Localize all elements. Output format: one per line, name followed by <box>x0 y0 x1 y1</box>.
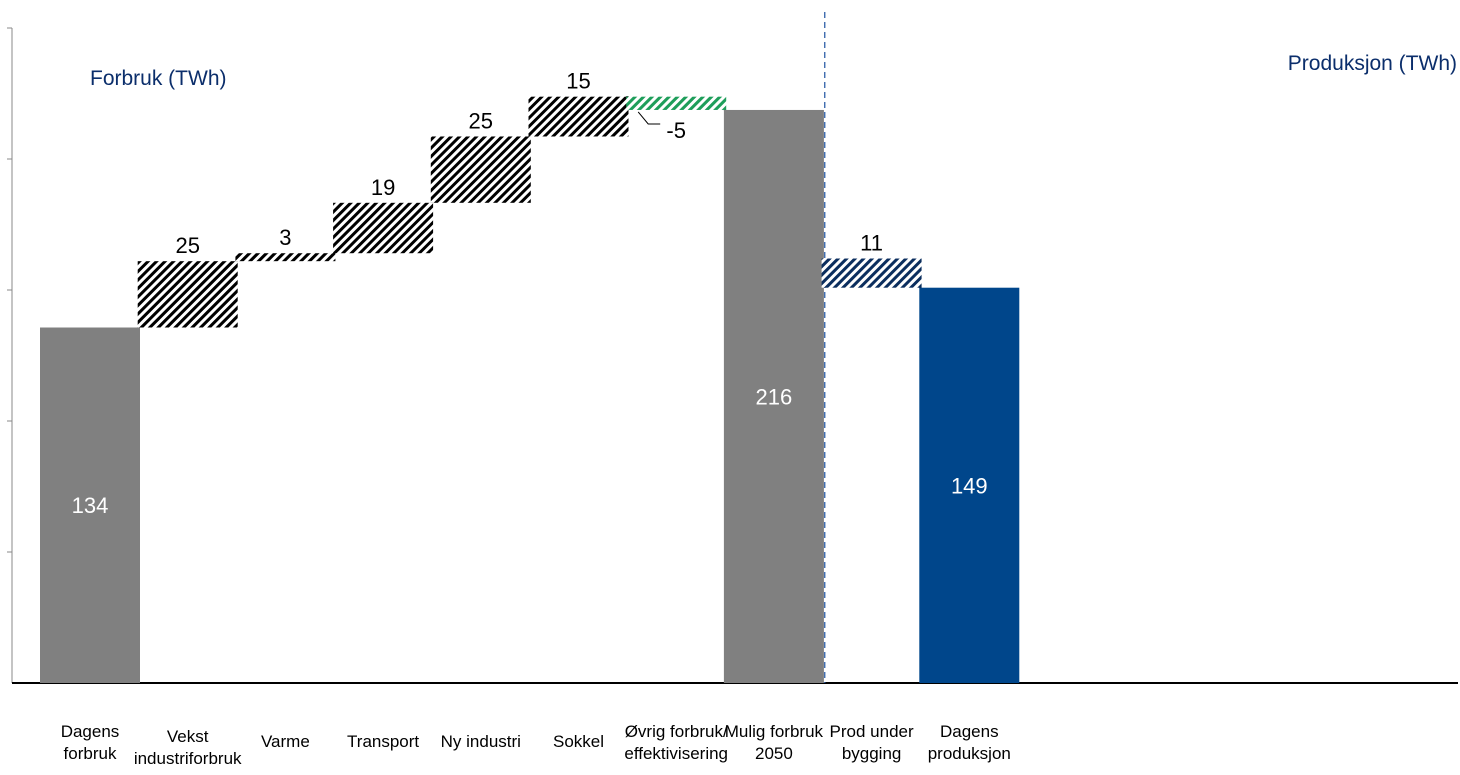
data-label: 149 <box>951 473 988 498</box>
data-label: 15 <box>566 69 590 94</box>
category-label: forbruk <box>64 744 117 763</box>
increase-bar <box>137 261 238 328</box>
category-label: bygging <box>842 744 902 763</box>
data-label: 3 <box>279 225 291 250</box>
production-bar <box>919 287 1020 683</box>
data-label: 11 <box>860 231 883 256</box>
increase-bar <box>235 253 336 262</box>
category-label: Dagens <box>940 722 999 741</box>
data-label: 216 <box>756 384 793 409</box>
category-label: Prod under <box>830 722 914 741</box>
category-label: Sokkel <box>553 732 604 751</box>
data-label: 25 <box>469 108 493 133</box>
increase-bar <box>821 258 922 288</box>
data-label: -5 <box>666 118 686 143</box>
category-label: Dagens <box>61 722 120 741</box>
category-label: Transport <box>347 732 419 751</box>
data-label: 25 <box>175 233 199 258</box>
increase-bar <box>430 136 531 203</box>
total-bar <box>40 327 140 683</box>
category-layer: Dagens forbruk Vekst industriforbruk Varme Tr… <box>61 722 1011 768</box>
data-label: 19 <box>371 175 395 200</box>
increase-bar <box>528 96 629 137</box>
label-leader-line <box>637 111 661 125</box>
category-label: 2050 <box>755 744 793 763</box>
category-label: Vekst <box>167 727 209 746</box>
section-title-produksjon: Produksjon (TWh) <box>1288 52 1457 75</box>
section-title-forbruk: Forbruk (TWh) <box>90 67 227 90</box>
category-label: Varme <box>261 732 310 751</box>
category-label: Mulig forbruk <box>725 722 824 741</box>
category-label: Øvrig forbruk/ <box>625 722 728 741</box>
category-label: effektivisering <box>624 744 728 763</box>
label-layer: 134 25 3 19 25 15 -5 216 11 149 <box>72 69 988 519</box>
category-label: Ny industri <box>441 732 521 751</box>
data-label: 134 <box>72 493 109 518</box>
bar-layer <box>40 96 1020 683</box>
decrease-bar <box>626 96 727 110</box>
total-bar <box>723 109 824 683</box>
increase-bar <box>333 202 434 254</box>
category-label: produksjon <box>928 744 1011 763</box>
category-label: industriforbruk <box>134 749 242 768</box>
